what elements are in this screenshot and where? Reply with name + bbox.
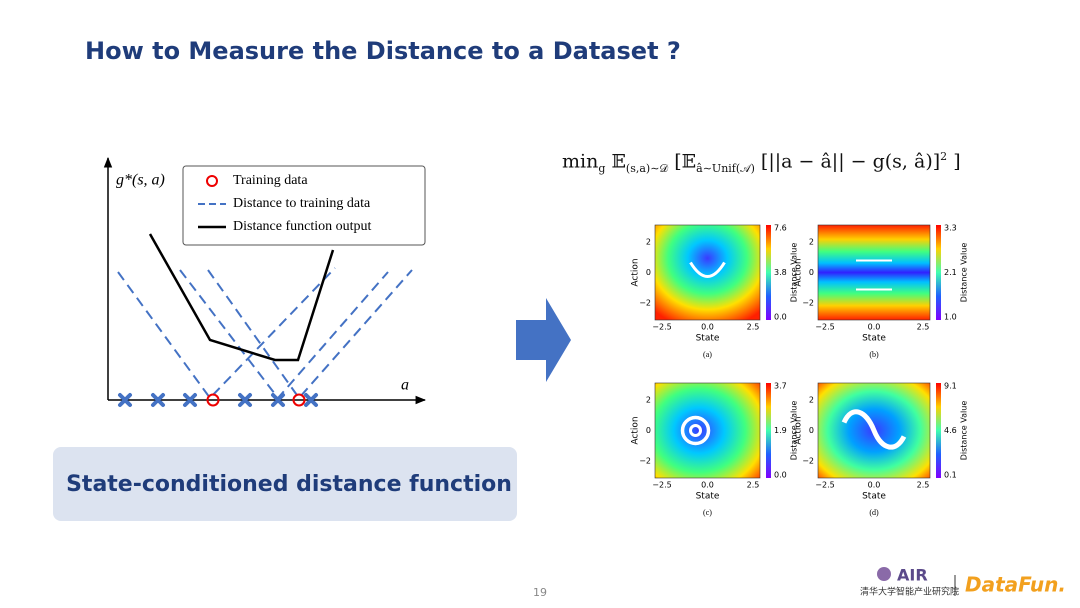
- x-tick-label: 2.5: [747, 323, 760, 332]
- x-tick-label: 0.0: [868, 481, 881, 490]
- formula-subscript: g: [598, 162, 606, 176]
- data-support: [841, 409, 907, 450]
- y-tick-label: 2: [646, 238, 651, 247]
- colorbar-tick-label: 7.6: [774, 224, 787, 233]
- logo-org: 清华大学智能产业研究院: [860, 586, 959, 598]
- y-tick-label: 2: [646, 396, 651, 405]
- y-tick-label: 0: [646, 426, 651, 435]
- x-tick-label: −2.5: [815, 481, 834, 490]
- heatmap: [654, 224, 761, 321]
- y-axis-label: g*(s, a): [116, 172, 165, 189]
- panel-caption: (d): [869, 508, 879, 517]
- x-tick-label: −2.5: [815, 323, 834, 332]
- formula-superscript: 2: [940, 150, 948, 163]
- y-tick-label: 0: [646, 268, 651, 277]
- colorbar-tick-label: 1.0: [944, 313, 957, 322]
- data-support: [689, 424, 702, 437]
- slide-title: How to Measure the Distance to a Dataset…: [85, 37, 681, 65]
- x-tick-label: 0.0: [701, 323, 714, 332]
- colorbar-tick-label: 3.7: [774, 382, 787, 391]
- heatmap-panel: 3.7 1.9 0.0 Distance Value 2 0 −2 Action −2.5 0.0…: [631, 382, 799, 517]
- panel-caption: (a): [703, 350, 712, 359]
- colorbar-tick-label: 9.1: [944, 382, 957, 391]
- colorbar: [936, 383, 941, 478]
- data-support: [680, 415, 711, 446]
- logo-datafun: DataFun.: [965, 573, 1066, 597]
- y-tick-label: 0: [809, 426, 814, 435]
- colorbar: [766, 383, 771, 478]
- colorbar-label: Distance Value: [960, 401, 969, 461]
- y-axis-label: Action: [794, 258, 804, 286]
- heatmap: [817, 224, 931, 321]
- x-tick-label: −2.5: [652, 481, 671, 490]
- colorbar-tick-label: 4.6: [944, 426, 957, 435]
- callout-text: State-conditioned distance function: [66, 472, 512, 497]
- heatmap-panel: 3.3 2.1 1.0 Distance Value 2 0 −2 Action −2.5 0.0…: [794, 224, 969, 359]
- y-tick-label: 0: [809, 268, 814, 277]
- y-tick-label: 2: [809, 396, 814, 405]
- y-axis-label: Action: [631, 258, 641, 286]
- colorbar-tick-label: 0.0: [774, 471, 787, 480]
- y-axis-label: Action: [631, 416, 641, 444]
- panel-caption: (b): [869, 350, 879, 359]
- y-tick-label: −2: [639, 457, 651, 466]
- x-tick-label: 0.0: [868, 323, 881, 332]
- formula-term: ]: [953, 150, 961, 173]
- colorbar-tick-label: 3.3: [944, 224, 957, 233]
- colorbar-tick-label: 0.1: [944, 471, 957, 480]
- x-axis-label: State: [696, 334, 720, 344]
- colorbar-label: Distance Value: [960, 243, 969, 303]
- formula-term: 𝔼: [611, 150, 626, 173]
- colorbar: [766, 225, 771, 320]
- heatmap-panel: 7.6 3.8 0.0 Distance Value 2 0 −2 Action −2.5 0.0…: [631, 224, 799, 359]
- page-number: 19: [533, 586, 547, 599]
- y-axis-label: Action: [794, 416, 804, 444]
- legend-entry: Training data: [233, 173, 308, 188]
- y-tick-label: −2: [802, 299, 814, 308]
- x-tick-label: 2.5: [917, 481, 930, 490]
- heatmap-panel: 9.1 4.6 0.1 Distance Value 2 0 −2 Action −2.5 0.0…: [794, 382, 969, 517]
- y-tick-label: −2: [639, 299, 651, 308]
- formula-term: [||a − â|| − g(s, â)]: [760, 150, 941, 173]
- formula-term: [𝔼: [674, 150, 697, 173]
- legend-entry: Distance function output: [233, 219, 372, 234]
- colorbar-label: Distance Value: [790, 401, 799, 461]
- x-axis-label: State: [862, 334, 886, 344]
- y-tick-label: −2: [802, 457, 814, 466]
- data-support: [689, 261, 726, 278]
- callout-box: [53, 447, 517, 521]
- x-axis-label: a: [401, 377, 409, 394]
- x-axis-label: State: [696, 492, 720, 502]
- colorbar-tick-label: 0.0: [774, 313, 787, 322]
- x-axis-label: State: [862, 492, 886, 502]
- colorbar-tick-label: 2.1: [944, 268, 957, 277]
- y-tick-label: 2: [809, 238, 814, 247]
- logo-air: AIR: [897, 566, 928, 585]
- logos: AIR 清华大学智能产业研究院 DataFun.: [860, 566, 1066, 598]
- formula: ming 𝔼(s,a)∼𝒟 [𝔼â∼Unif(𝒜) [||a − â|| − g…: [562, 150, 961, 176]
- x-tick-label: 2.5: [747, 481, 760, 490]
- colorbar-label: Distance Value: [790, 243, 799, 303]
- colorbar: [936, 225, 941, 320]
- x-tick-label: 2.5: [917, 323, 930, 332]
- x-tick-label: −2.5: [652, 323, 671, 332]
- colorbar-tick-label: 3.8: [774, 268, 787, 277]
- legend-entry: Distance to training data: [233, 196, 371, 211]
- formula-term: min: [562, 150, 599, 173]
- arrow: [516, 298, 571, 382]
- colorbar-tick-label: 1.9: [774, 426, 787, 435]
- formula-subscript: â∼Unif(𝒜): [696, 162, 755, 176]
- panel-caption: (c): [703, 508, 712, 517]
- x-tick-label: 0.0: [701, 481, 714, 490]
- formula-subscript: (s,a)∼𝒟: [625, 162, 669, 176]
- schematic: [103, 156, 427, 407]
